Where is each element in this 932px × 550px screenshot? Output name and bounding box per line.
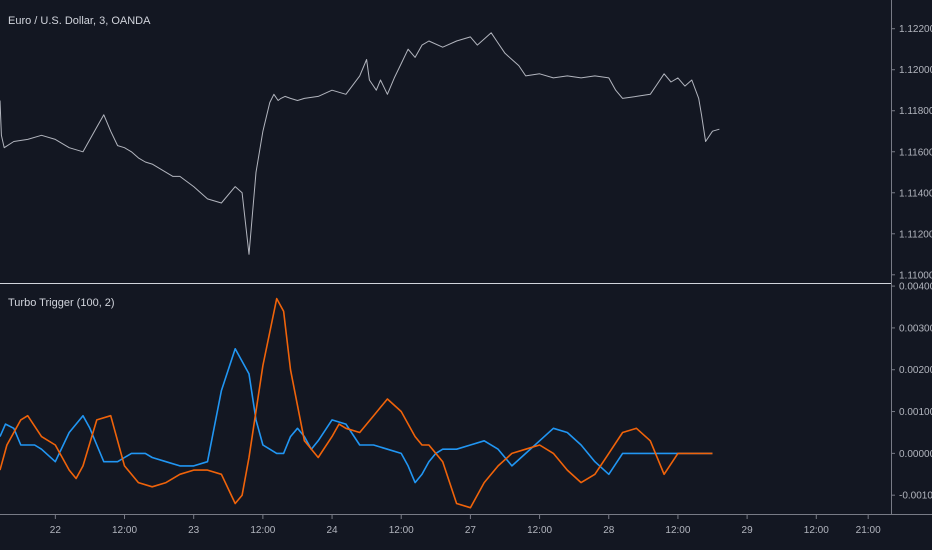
time-tick-label: 23	[188, 525, 200, 536]
indicator-y-tick-label: 0.00300	[899, 323, 932, 334]
indicator-y-tick-label: -0.00100	[899, 491, 932, 502]
time-tick-label: 12:00	[665, 525, 690, 536]
indicator-series-line-0[interactable]	[0, 347, 713, 484]
time-tick-label: 12:00	[804, 525, 829, 536]
indicator-pane-title: Turbo Trigger (100, 2)	[8, 297, 115, 309]
indicator-plot-area[interactable]	[0, 297, 713, 509]
price-plot-area[interactable]	[0, 32, 720, 255]
indicator-y-tick-label: 0.00200	[899, 365, 932, 376]
price-series-line-0[interactable]	[0, 32, 720, 255]
indicator-y-tick-label: 0.00000	[899, 449, 932, 460]
time-tick-label: 24	[326, 525, 338, 536]
price-axis-ticks: 1.12200 1.12000 1.11800 1.11600 1.11400 1.112…	[891, 24, 932, 281]
price-y-tick-label: 1.11000	[899, 270, 932, 281]
time-tick-label: 21:00	[856, 525, 881, 536]
indicator-y-tick-label: 0.00400	[899, 282, 932, 293]
indicator-y-tick-label: 0.00100	[899, 407, 932, 418]
indicator-axis-ticks: 0.00400 0.00300 0.00200 0.00100 0.00000 -0.00…	[891, 282, 932, 502]
time-tick-label: 22	[50, 525, 62, 536]
time-axis-ticks: 22 12:00 23 12:00 24 12:00 27 12:00 28 12:00 29 12:…	[50, 514, 881, 536]
time-tick-label: 12:00	[527, 525, 552, 536]
price-y-tick-label: 1.12200	[899, 24, 932, 35]
price-y-tick-label: 1.11400	[899, 188, 932, 199]
price-y-tick-label: 1.11600	[899, 147, 932, 158]
price-pane[interactable]: Euro / U.S. Dollar, 3, OANDA	[0, 15, 720, 255]
time-tick-label: 29	[742, 525, 754, 536]
time-tick-label: 28	[603, 525, 615, 536]
price-y-tick-label: 1.11800	[899, 106, 932, 117]
time-scale[interactable]: 22 12:00 23 12:00 24 12:00 27 12:00 28 12:00 29 12:…	[0, 514, 932, 536]
time-tick-label: 27	[465, 525, 477, 536]
price-pane-title: Euro / U.S. Dollar, 3, OANDA	[8, 15, 151, 27]
time-tick-label: 12:00	[250, 525, 275, 536]
indicator-pane[interactable]: Turbo Trigger (100, 2)	[0, 297, 713, 509]
price-y-tick-label: 1.11200	[899, 229, 932, 240]
price-y-tick-label: 1.12000	[899, 65, 932, 76]
indicator-series-line-1[interactable]	[0, 297, 713, 509]
time-tick-label: 12:00	[112, 525, 137, 536]
time-tick-label: 12:00	[389, 525, 414, 536]
price-scale[interactable]: 1.12200 1.12000 1.11800 1.11600 1.11400 1.112…	[891, 0, 932, 514]
